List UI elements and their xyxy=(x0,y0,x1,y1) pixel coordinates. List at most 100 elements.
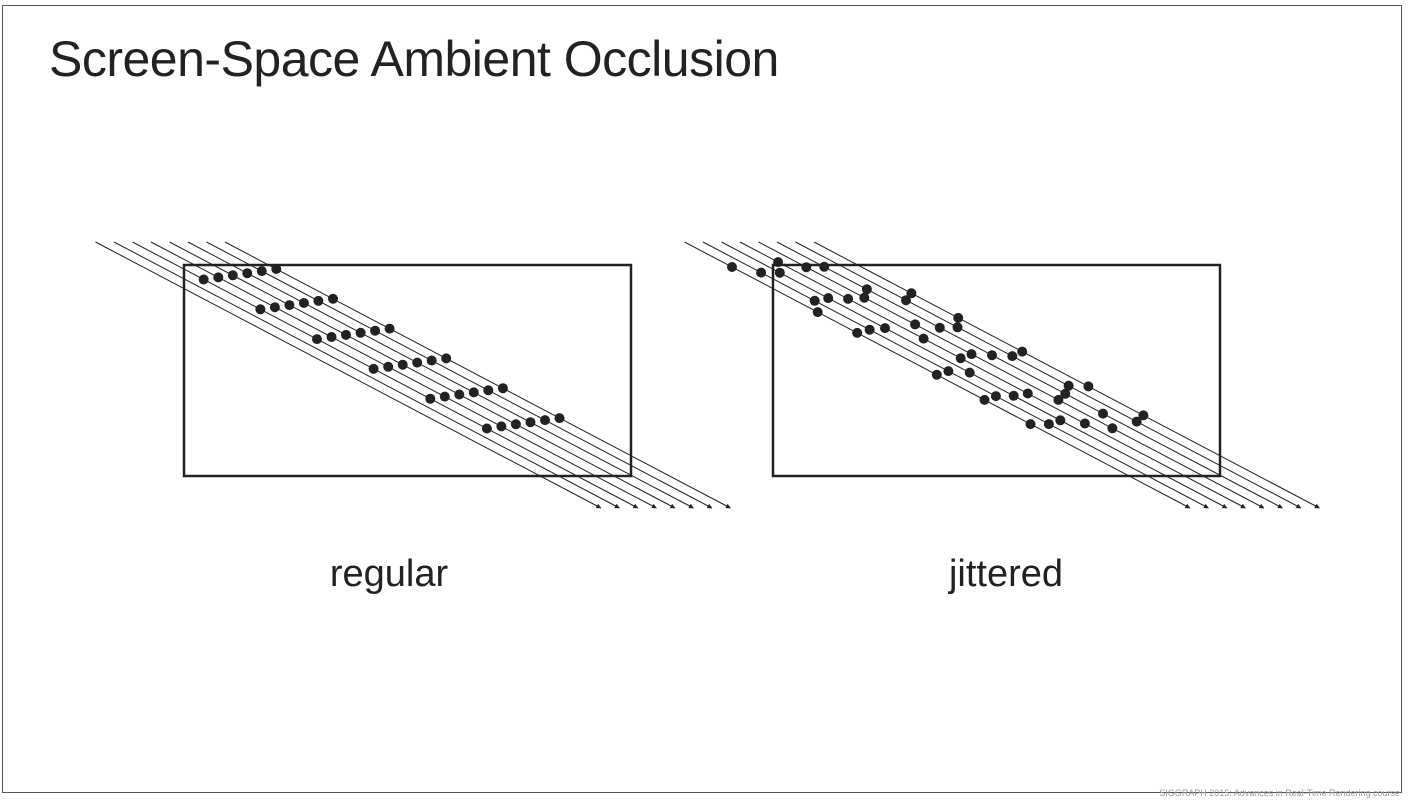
sample-point xyxy=(774,267,785,278)
sample-point xyxy=(497,383,508,394)
sample-point xyxy=(1007,351,1018,362)
sample-point xyxy=(819,261,830,272)
sample-point xyxy=(727,262,737,272)
sample-point xyxy=(801,262,812,273)
sample-points xyxy=(727,257,1149,434)
sample-point xyxy=(481,423,492,434)
ray-line xyxy=(113,241,620,509)
sample-point xyxy=(496,421,507,432)
sample-point xyxy=(852,327,863,338)
sample-points xyxy=(198,264,565,434)
sample-point xyxy=(1138,410,1149,421)
sample-point xyxy=(773,257,784,268)
sample-point xyxy=(525,417,536,428)
sample-point xyxy=(987,350,997,361)
sample-point xyxy=(256,266,267,277)
sample-point xyxy=(1107,423,1118,434)
sample-point xyxy=(269,302,280,313)
sample-point xyxy=(901,295,911,306)
sample-point xyxy=(1060,388,1071,399)
sample-point xyxy=(198,274,209,285)
ray-line xyxy=(702,241,1209,509)
sample-point xyxy=(341,329,351,340)
ray-line xyxy=(150,241,657,509)
sample-point xyxy=(955,353,966,364)
ray-bundle xyxy=(95,241,731,509)
ray-line xyxy=(776,241,1283,509)
sample-point xyxy=(906,288,917,299)
sample-point xyxy=(979,394,990,405)
sample-point xyxy=(943,366,954,377)
sample-point xyxy=(1083,381,1094,392)
sample-point xyxy=(964,367,975,378)
sample-point xyxy=(809,295,820,306)
ray-line xyxy=(187,241,694,509)
sample-point xyxy=(284,300,295,311)
ray-line xyxy=(132,241,639,509)
sample-point xyxy=(383,361,394,372)
sample-point xyxy=(227,270,238,281)
sample-point xyxy=(1022,388,1033,399)
sample-point xyxy=(952,322,963,333)
slide-frame xyxy=(2,5,1402,793)
ray-line xyxy=(95,241,602,509)
sample-point xyxy=(812,307,823,318)
sample-point xyxy=(328,293,338,304)
sample-point xyxy=(384,323,395,334)
ray-line xyxy=(758,241,1265,509)
sample-point xyxy=(1053,394,1064,405)
ray-line xyxy=(795,241,1302,509)
sample-point xyxy=(934,322,945,333)
panel-rectangle xyxy=(182,263,633,478)
sample-point xyxy=(370,325,381,336)
sample-point xyxy=(425,393,436,404)
sample-point xyxy=(355,327,366,338)
sample-point xyxy=(1008,390,1019,401)
sample-point xyxy=(397,359,408,370)
sample-point xyxy=(483,385,494,396)
sample-point xyxy=(1063,380,1074,391)
sample-point xyxy=(1043,419,1054,430)
sample-point xyxy=(1017,346,1028,357)
sample-point xyxy=(439,391,450,402)
jittered-caption: jittered xyxy=(948,553,1064,595)
footer-credit: SIGGRAPH 2015: Advances in Real-Time Ren… xyxy=(1159,788,1400,798)
sample-point xyxy=(990,391,1001,402)
sample-point xyxy=(540,415,550,426)
ray-line xyxy=(813,241,1320,509)
sample-point xyxy=(326,332,337,342)
sample-point xyxy=(454,389,465,400)
panel-rectangle xyxy=(771,263,1222,478)
sample-point xyxy=(426,355,437,366)
sample-point xyxy=(554,413,565,424)
sample-point xyxy=(864,324,875,335)
sample-point xyxy=(966,349,977,360)
sample-point xyxy=(1098,408,1108,419)
regular-sampling-panel xyxy=(95,241,731,509)
sample-point xyxy=(255,304,266,315)
sample-point xyxy=(312,334,322,345)
ray-line xyxy=(224,241,731,509)
jittered-sampling-panel xyxy=(684,241,1320,509)
sample-point xyxy=(859,292,870,303)
ray-line xyxy=(739,241,1246,509)
ray-line xyxy=(721,241,1228,509)
ray-line xyxy=(169,241,676,509)
sample-point xyxy=(1025,419,1036,430)
sample-point xyxy=(271,264,282,274)
sample-point xyxy=(910,319,921,330)
sample-point xyxy=(1079,418,1090,429)
sample-point xyxy=(441,353,452,364)
regular-caption: regular xyxy=(329,553,449,595)
sample-point xyxy=(298,298,309,308)
sample-point xyxy=(510,419,521,430)
sample-point xyxy=(756,267,767,278)
sample-point xyxy=(313,295,324,306)
sample-point xyxy=(1055,415,1066,426)
sample-point xyxy=(861,284,872,295)
ray-line xyxy=(206,241,713,509)
sample-point xyxy=(412,357,423,368)
sample-point xyxy=(953,312,964,323)
sample-point xyxy=(823,293,834,304)
